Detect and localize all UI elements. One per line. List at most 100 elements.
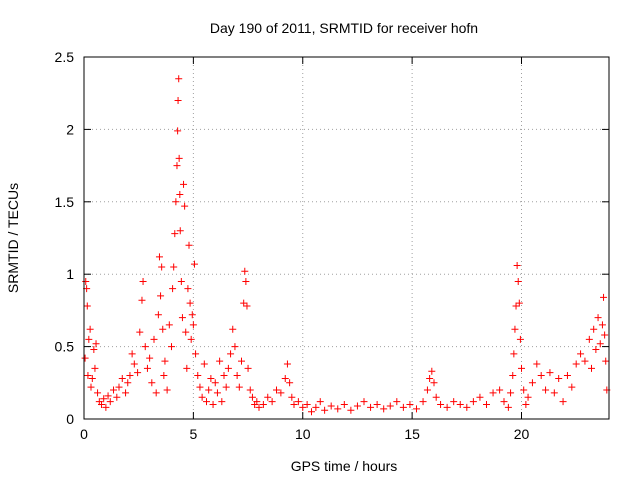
data-point: [216, 357, 224, 365]
data-point: [168, 343, 175, 351]
data-point: [312, 403, 320, 411]
data-point: [559, 398, 567, 406]
data-point: [186, 299, 194, 307]
grid-lines: [84, 57, 609, 419]
data-point: [181, 202, 189, 210]
data-point: [113, 393, 121, 401]
data-point: [138, 296, 146, 304]
data-point: [483, 401, 490, 409]
data-point: [373, 401, 381, 409]
data-point: [281, 374, 289, 382]
data-point: [546, 369, 554, 377]
data-point: [194, 372, 202, 380]
data-point: [224, 364, 232, 372]
data-point: [450, 398, 458, 406]
data-point: [443, 403, 451, 411]
data-point: [122, 389, 130, 397]
data-point: [513, 262, 521, 270]
y-tick-label: 1: [66, 266, 74, 282]
data-point: [141, 343, 149, 351]
data-point: [253, 398, 261, 406]
data-point: [118, 374, 126, 382]
data-point: [134, 369, 142, 377]
data-point: [176, 191, 184, 199]
data-point: [360, 398, 368, 406]
data-point: [115, 383, 123, 391]
data-point: [174, 96, 182, 104]
data-point: [205, 386, 213, 394]
data-point: [161, 357, 169, 365]
data-point: [220, 372, 228, 380]
y-axis-label: SRMTID / TECUs: [5, 183, 21, 293]
data-point: [159, 325, 167, 333]
data-point: [406, 401, 414, 409]
data-point: [581, 357, 589, 365]
tick-labels: 0 5 10 15 20 0 0.5 1 1.5 2 2.5: [55, 49, 530, 442]
data-point: [189, 321, 197, 329]
data-point: [243, 302, 251, 310]
data-point: [188, 311, 196, 319]
data-point: [163, 386, 171, 394]
data-point: [507, 389, 515, 397]
data-point: [139, 277, 147, 285]
data-point: [169, 285, 177, 293]
x-axis-label: GPS time / hours: [291, 458, 398, 474]
data-point: [104, 392, 112, 400]
data-point: [510, 350, 518, 358]
data-point: [550, 389, 558, 397]
data-point: [102, 403, 110, 411]
data-point: [600, 293, 608, 301]
data-point: [367, 403, 375, 411]
data-point: [428, 367, 436, 375]
data-point: [183, 364, 191, 372]
data-point: [601, 331, 609, 339]
data-point: [222, 383, 230, 391]
data-point: [126, 372, 134, 380]
data-point: [196, 383, 204, 391]
chart-title: Day 190 of 2011, SRMTID for receiver hof…: [210, 20, 478, 36]
data-point: [596, 340, 604, 348]
data-point: [143, 364, 151, 372]
data-point: [533, 360, 541, 368]
data-point: [504, 403, 512, 411]
data-point: [512, 302, 520, 310]
data-point: [432, 393, 440, 401]
data-point: [240, 299, 248, 307]
data-point: [334, 405, 342, 413]
data-point: [340, 401, 348, 409]
data-point: [187, 335, 195, 343]
data-point: [489, 389, 497, 397]
data-point: [399, 403, 407, 411]
axis-ticks: [83, 56, 609, 420]
data-point: [594, 314, 602, 322]
data-point: [94, 389, 102, 397]
data-point: [158, 263, 166, 271]
data-point: [288, 393, 296, 401]
data-point: [91, 364, 99, 372]
data-point: [171, 230, 179, 238]
data-point: [511, 325, 519, 333]
data-point: [192, 350, 200, 358]
data-point: [353, 402, 361, 410]
data-point: [327, 402, 335, 410]
data-point: [198, 393, 206, 401]
data-point: [175, 154, 183, 162]
data-point: [231, 343, 239, 351]
data-point: [238, 357, 245, 365]
data-point: [456, 401, 464, 409]
data-point: [516, 335, 524, 343]
data-point: [176, 227, 184, 235]
data-point: [528, 379, 536, 387]
data-point: [83, 302, 91, 310]
data-point: [84, 372, 92, 380]
y-tick-label: 1.5: [55, 194, 75, 210]
data-point: [235, 383, 243, 391]
data-point: [227, 350, 235, 358]
data-point: [518, 364, 525, 372]
data-point: [500, 398, 508, 406]
data-point: [264, 393, 272, 401]
data-point: [98, 401, 105, 409]
data-point: [590, 325, 598, 333]
y-tick-label: 0: [66, 411, 74, 427]
data-point: [178, 314, 186, 322]
